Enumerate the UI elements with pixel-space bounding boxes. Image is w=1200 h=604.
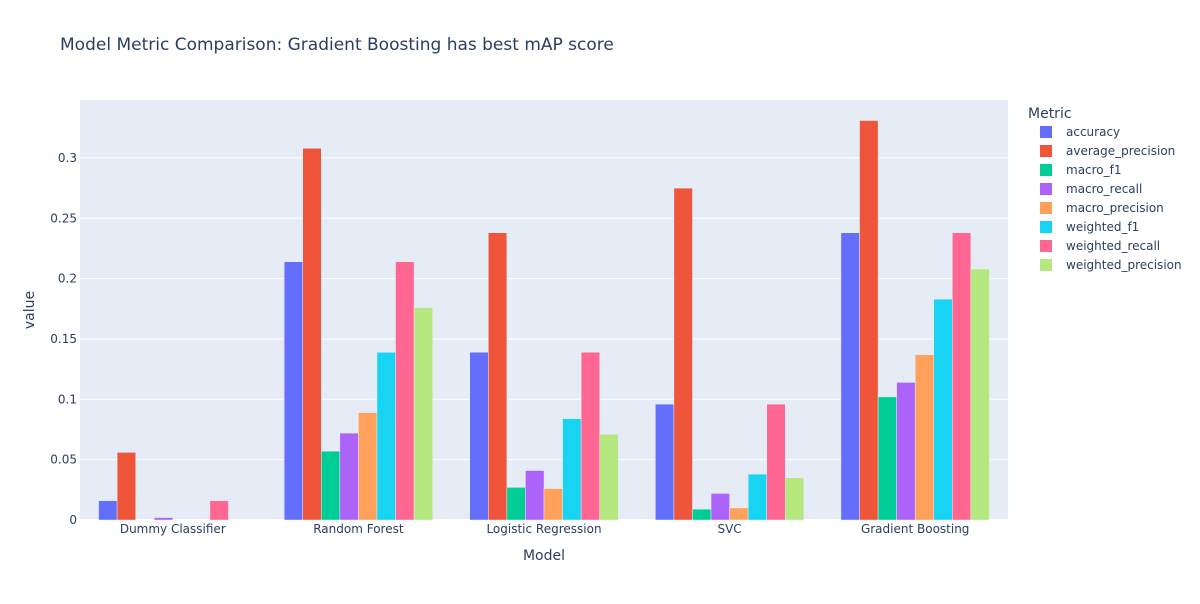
legend-swatch <box>1040 202 1052 214</box>
legend: Metric accuracy average_precision macro_f1… <box>1028 106 1182 272</box>
bar-macro_recall-4[interactable] <box>896 382 916 521</box>
bar-macro_precision-1[interactable] <box>358 412 378 521</box>
bar-weighted_f1-1[interactable] <box>376 351 396 521</box>
bar-weighted_recall-0[interactable] <box>209 500 229 521</box>
bar-average_precision-0[interactable] <box>116 452 136 521</box>
legend-item-macro_precision[interactable]: macro_precision <box>1040 201 1164 215</box>
legend-title: Metric <box>1028 106 1072 122</box>
bar-weighted_f1-2[interactable] <box>562 418 582 521</box>
y-axis-ticks: 0 0.05 0.1 0.15 0.2 0.25 0.3 <box>50 151 77 527</box>
bar-macro_f1-2[interactable] <box>506 487 526 521</box>
y-tick-label: 0.1 <box>58 392 77 406</box>
legend-swatch <box>1040 183 1052 195</box>
bars-layer <box>98 120 990 521</box>
bar-accuracy-4[interactable] <box>840 232 860 521</box>
legend-swatch <box>1040 240 1052 252</box>
y-tick-label: 0.05 <box>50 453 77 467</box>
x-tick-label: Dummy Classifier <box>120 522 226 536</box>
bar-average_precision-2[interactable] <box>488 232 508 521</box>
legend-label: macro_precision <box>1066 201 1164 215</box>
legend-item-average_precision[interactable]: average_precision <box>1040 144 1175 158</box>
legend-item-macro_recall[interactable]: macro_recall <box>1040 182 1142 196</box>
chart-title: Model Metric Comparison: Gradient Boosti… <box>60 35 614 55</box>
legend-label: accuracy <box>1066 125 1120 139</box>
y-tick-label: 0.2 <box>58 272 77 286</box>
y-axis-title: value <box>22 291 38 329</box>
bar-macro_precision-3[interactable] <box>729 507 749 521</box>
y-tick-label: 0.3 <box>58 151 77 165</box>
bar-accuracy-3[interactable] <box>655 403 675 521</box>
bar-accuracy-2[interactable] <box>469 351 489 521</box>
x-tick-label: Logistic Regression <box>486 522 601 536</box>
legend-swatch <box>1040 126 1052 138</box>
y-tick-label: 0.15 <box>50 332 77 346</box>
legend-swatch <box>1040 145 1052 157</box>
bar-weighted_f1-3[interactable] <box>747 473 767 521</box>
bar-weighted_precision-4[interactable] <box>970 268 990 521</box>
legend-label: weighted_precision <box>1066 258 1182 272</box>
bar-macro_recall-0[interactable] <box>153 517 174 521</box>
bar-macro_precision-4[interactable] <box>914 354 935 521</box>
y-tick-label: 0.25 <box>50 211 77 225</box>
legend-item-macro_f1[interactable]: macro_f1 <box>1040 163 1122 177</box>
legend-label: average_precision <box>1066 144 1175 158</box>
legend-swatch <box>1040 164 1052 176</box>
bar-weighted_precision-1[interactable] <box>413 307 433 521</box>
x-tick-label: SVC <box>717 522 741 536</box>
bar-accuracy-1[interactable] <box>283 261 303 521</box>
bar-accuracy-0[interactable] <box>98 500 118 521</box>
bar-weighted_precision-3[interactable] <box>785 477 805 521</box>
legend-item-weighted_recall[interactable]: weighted_recall <box>1040 239 1160 253</box>
legend-label: weighted_recall <box>1066 239 1160 253</box>
bar-macro_recall-3[interactable] <box>710 493 730 521</box>
x-tick-label: Random Forest <box>313 522 404 536</box>
x-tick-label: Gradient Boosting <box>861 522 969 536</box>
legend-items: accuracy average_precision macro_f1 macro_r… <box>1040 125 1182 272</box>
x-axis-title: Model <box>523 548 565 564</box>
bar-macro_f1-3[interactable] <box>692 508 712 521</box>
bar-macro_f1-1[interactable] <box>321 450 341 521</box>
bar-weighted_precision-2[interactable] <box>599 434 619 521</box>
legend-item-weighted_f1[interactable]: weighted_f1 <box>1040 220 1139 234</box>
bar-average_precision-3[interactable] <box>673 187 693 521</box>
bar-macro_f1-4[interactable] <box>877 396 897 521</box>
bar-macro_precision-2[interactable] <box>543 488 563 521</box>
legend-swatch <box>1040 221 1052 233</box>
bar-macro_recall-2[interactable] <box>525 470 545 521</box>
bar-weighted_recall-4[interactable] <box>952 232 972 521</box>
legend-label: weighted_f1 <box>1066 220 1139 234</box>
x-axis-ticks: Dummy Classifier Random Forest Logistic Re… <box>120 522 970 536</box>
bar-macro_recall-1[interactable] <box>339 432 359 521</box>
y-tick-label: 0 <box>69 513 77 527</box>
legend-item-weighted_precision[interactable]: weighted_precision <box>1040 258 1182 272</box>
bar-weighted_recall-2[interactable] <box>580 351 600 521</box>
bar-average_precision-4[interactable] <box>859 120 879 521</box>
legend-item-accuracy[interactable]: accuracy <box>1040 125 1120 139</box>
bar-weighted_recall-3[interactable] <box>766 403 786 521</box>
bar-weighted_f1-4[interactable] <box>933 298 953 521</box>
legend-label: macro_recall <box>1066 182 1142 196</box>
bar-weighted_recall-1[interactable] <box>395 261 415 521</box>
legend-label: macro_f1 <box>1066 163 1122 177</box>
legend-swatch <box>1040 259 1052 271</box>
bar-average_precision-1[interactable] <box>302 148 322 521</box>
